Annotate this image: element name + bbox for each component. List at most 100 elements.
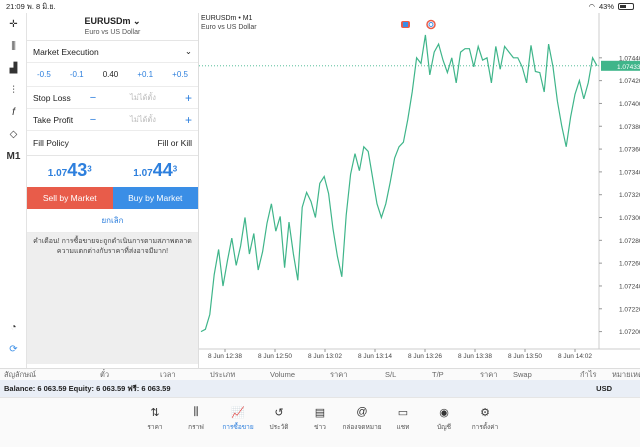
x-tick-label: 8 Jun 13:50: [508, 353, 542, 360]
order-type-select[interactable]: Market Execution ⌄: [27, 41, 198, 63]
column-header[interactable]: ตั๋ว: [100, 369, 110, 379]
y-tick-label: 1.07280: [619, 238, 640, 245]
vol-plus-05-button[interactable]: +0.5: [172, 70, 188, 79]
vol-minus-05-button[interactable]: -0.5: [37, 70, 51, 79]
column-header[interactable]: กำไร: [580, 369, 597, 379]
balance-bar: Balance: 6 063.59 Equity: 6 063.59 ฟรี: …: [0, 380, 640, 397]
take-profit-field: Take Profit − ไม่ได้ตั้ง +: [27, 109, 198, 131]
y-tick-label: 1.07340: [619, 169, 640, 176]
cancel-button[interactable]: ยกเลิก: [27, 209, 198, 233]
news-icon: ▤: [314, 407, 326, 419]
depth-icon: [426, 19, 436, 30]
tp-plus-button[interactable]: +: [184, 112, 192, 127]
y-tick-label: 1.07400: [619, 101, 640, 108]
x-tick-label: 8 Jun 13:26: [408, 353, 442, 360]
column-header[interactable]: Swap: [513, 370, 532, 379]
vol-minus-01-button[interactable]: -0.1: [69, 70, 84, 79]
buy-by-market-button[interactable]: Buy by Market: [112, 187, 198, 209]
currency-label: USD: [596, 384, 612, 393]
battery-icon: [618, 3, 634, 10]
fill-policy-value: Fill or Kill: [157, 138, 192, 148]
x-tick-label: 8 Jun 12:38: [208, 353, 242, 360]
nav-accounts[interactable]: ◉ บัญชี: [424, 406, 464, 432]
fill-policy-label: Fill Policy: [33, 138, 69, 148]
tp-minus-button[interactable]: −: [89, 113, 97, 126]
settings-icon: ⚙: [480, 407, 490, 419]
column-header[interactable]: เวลา: [160, 369, 176, 379]
column-header[interactable]: Volume: [270, 370, 296, 379]
sell-by-market-button[interactable]: Sell by Market: [27, 187, 113, 209]
column-header[interactable]: สัญลักษณ์: [4, 369, 37, 379]
indicators-icon[interactable]: ▟: [9, 62, 18, 74]
crosshair-icon[interactable]: ✛: [9, 18, 18, 30]
nav-mailbox[interactable]: @ กล่องจดหมาย: [342, 406, 382, 432]
nav-settings[interactable]: ⚙ การตั้งค่า: [465, 406, 505, 432]
current-price-badge: [601, 60, 640, 71]
volume-input[interactable]: 0.40: [102, 70, 119, 79]
vol-plus-01-button[interactable]: +0.1: [137, 70, 154, 79]
chart-toolbar: ✛ ⫼ ▟ ⫶ f ◇ M1 ◔ ⟳: [0, 13, 27, 368]
symbol-selector[interactable]: EURUSDm ⌄ Euro vs US Dollar: [27, 13, 198, 41]
nav-label: ประวัติ: [269, 424, 289, 431]
nav-label: กล่องจดหมาย: [342, 424, 382, 431]
warning-text: คำเตือน! การซื้อขายจะถูกดำเนินการตามสภาพ…: [27, 233, 198, 364]
trade-icon: 📈: [231, 407, 245, 419]
positions-header: สัญลักษณ์ ตั๋ว เวลา ประเภท Volume ราคา S/L T/P ร…: [0, 368, 640, 380]
nav-quotes[interactable]: ⇅ ราคา: [135, 406, 175, 432]
y-tick-label: 1.07420: [619, 78, 640, 85]
stop-loss-input[interactable]: ไม่ได้ตั้ง: [130, 92, 156, 102]
current-price-label: 1.07433: [617, 64, 640, 71]
price-line: [200, 34, 598, 333]
column-header[interactable]: หมายเหตุ: [612, 369, 640, 379]
nav-chat[interactable]: ▭ แชท: [383, 406, 423, 432]
nav-chart[interactable]: ⫼ กราฟ: [176, 406, 216, 432]
order-panel: EURUSDm ⌄ Euro vs US Dollar Market Execu…: [27, 13, 199, 368]
y-tick-label: 1.07440: [619, 55, 640, 62]
wifi-icon: ◠: [588, 2, 595, 11]
timeframe-button[interactable]: M1: [0, 145, 27, 167]
function-icon[interactable]: f: [12, 106, 15, 118]
candles-icon[interactable]: ⫼: [11, 40, 16, 52]
column-header[interactable]: ราคา: [480, 369, 498, 379]
chart-icon: ⫼: [193, 406, 199, 418]
x-tick-label: 8 Jun 14:02: [558, 353, 592, 360]
price-quotes: 1.07433 1.07443: [27, 155, 198, 187]
chat-icon[interactable]: ◔: [10, 321, 17, 333]
column-header[interactable]: T/P: [432, 370, 444, 379]
nav-history[interactable]: ↺ ประวัติ: [259, 406, 299, 432]
nav-trade[interactable]: 📈 การซื้อขาย: [218, 406, 258, 432]
sl-plus-button[interactable]: +: [184, 90, 192, 105]
status-bar: 21:09 พ. 8 มิ.ย. ◠ 43%: [0, 0, 640, 13]
status-time: 21:09: [6, 2, 25, 11]
battery-label: 43%: [598, 2, 614, 11]
take-profit-label: Take Profit: [33, 114, 74, 125]
symbol-desc: Euro vs US Dollar: [84, 29, 141, 36]
y-tick-label: 1.07240: [619, 283, 640, 290]
column-header[interactable]: S/L: [385, 370, 397, 379]
chart-desc: Euro vs US Dollar: [201, 24, 257, 31]
objects-icon[interactable]: ◇: [9, 128, 18, 140]
take-profit-input[interactable]: ไม่ได้ตั้ง: [130, 114, 156, 124]
nav-label: แชท: [396, 424, 410, 431]
sliders-icon[interactable]: ⫶: [12, 84, 15, 96]
stop-loss-field: Stop Loss − ไม่ได้ตั้ง +: [27, 87, 198, 109]
column-header[interactable]: ราคา: [330, 369, 348, 379]
nav-label: ราคา: [147, 424, 163, 431]
mt-logo-icon[interactable]: ⟳: [9, 343, 18, 355]
symbol-name: EURUSDm: [84, 16, 131, 26]
x-tick-label: 8 Jun 13:38: [458, 353, 492, 360]
fill-policy-select[interactable]: Fill Policy Fill or Kill: [27, 131, 198, 155]
chevron-down-icon: ⌄: [132, 16, 141, 26]
timeframe-label: M1: [6, 150, 21, 162]
sl-minus-button[interactable]: −: [89, 91, 97, 104]
price-chart[interactable]: EURUSDm • M1 Euro vs US Dollar 1.074401.…: [199, 13, 640, 368]
nav-label: ข่าว: [314, 424, 326, 431]
quotes-icon: ⇅: [150, 407, 160, 419]
bottom-nav: ⇅ ราคา ⫼ กราฟ 📈 การซื้อขาย ↺ ประวัติ ▤ ข่าว @ กล่อง…: [0, 397, 640, 447]
nav-news[interactable]: ▤ ข่าว: [300, 406, 340, 432]
y-tick-label: 1.07380: [619, 124, 640, 131]
x-tick-label: 8 Jun 12:50: [258, 353, 292, 360]
one-click-icon-inner: [403, 22, 408, 27]
column-header[interactable]: ประเภท: [210, 369, 236, 379]
order-type-label: Market Execution: [33, 46, 99, 57]
